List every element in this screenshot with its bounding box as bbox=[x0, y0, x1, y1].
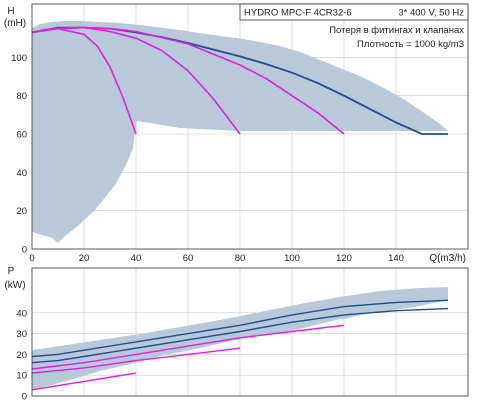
head-y-tick-label: 20 bbox=[16, 206, 27, 217]
power-axis-unit: (kW) bbox=[4, 280, 25, 291]
power-curve-4 bbox=[31, 372, 137, 391]
head-axis-unit: (mH) bbox=[4, 18, 26, 29]
power-curves bbox=[31, 299, 449, 391]
head-y-tick-label: 60 bbox=[16, 130, 27, 141]
power-y-tick-label: 30 bbox=[16, 329, 27, 340]
power-curve-p2-max bbox=[31, 307, 449, 364]
head-y-tick-label: 80 bbox=[16, 91, 27, 102]
note-density: Плотность = 1000 kg/m3 bbox=[357, 39, 464, 50]
power-plot-frame bbox=[31, 267, 469, 397]
power-y-tick-label: 10 bbox=[16, 371, 27, 382]
head-operating-envelope bbox=[32, 21, 448, 243]
chart-title: HYDRO MPC-F 4CR32-6 bbox=[244, 8, 352, 19]
flow-x-tick-label: 0 bbox=[29, 253, 34, 264]
head-curves bbox=[31, 26, 448, 135]
head-y-tick-label: 0 bbox=[22, 245, 27, 256]
flow-x-tick-label: 20 bbox=[79, 253, 90, 264]
head-title-box bbox=[239, 3, 469, 21]
head-y-ticks: 0 20 40 60 80 100 bbox=[11, 53, 27, 256]
head-y-tick-label: 40 bbox=[16, 168, 27, 179]
power-y-tick-label: 20 bbox=[16, 350, 27, 361]
power-curve-3 bbox=[31, 347, 241, 374]
flow-x-tick-label: 60 bbox=[183, 253, 194, 264]
head-info-box: HYDRO MPC-F 4CR32-6 3* 400 V, 50 Hz Поте… bbox=[239, 3, 469, 50]
flow-x-tick-label: 100 bbox=[284, 253, 300, 264]
flow-x-tick-label: 140 bbox=[388, 253, 404, 264]
flow-axis-label: Q(m3/h) bbox=[429, 253, 466, 264]
power-y-ticks: 0 10 20 30 40 bbox=[16, 308, 27, 400]
power-axis-label: P bbox=[8, 266, 15, 277]
flow-x-tick-label: 40 bbox=[131, 253, 142, 264]
note-fittings-loss: Потеря в фитингах и клапанах bbox=[329, 25, 464, 36]
head-curve-1 bbox=[31, 27, 137, 135]
power-curve-2 bbox=[31, 324, 345, 370]
power-y-tick-label: 0 bbox=[22, 392, 27, 400]
power-chart: P (kW) 0 10 20 30 40 bbox=[4, 266, 469, 400]
flow-x-ticks: 0 20 40 60 80 100 120 140 bbox=[29, 253, 404, 264]
head-chart: HYDRO MPC-F 4CR32-6 3* 400 V, 50 Hz Поте… bbox=[4, 3, 469, 264]
power-y-tick-label: 40 bbox=[16, 308, 27, 319]
flow-x-tick-label: 80 bbox=[235, 253, 246, 264]
power-curve-p1-max bbox=[31, 299, 449, 358]
chart-subtitle: 3* 400 V, 50 Hz bbox=[398, 8, 464, 19]
head-y-tick-label: 100 bbox=[11, 53, 27, 64]
head-curve-3 bbox=[31, 26, 345, 135]
head-axis-label: H bbox=[7, 6, 14, 17]
flow-x-tick-label: 120 bbox=[336, 253, 352, 264]
